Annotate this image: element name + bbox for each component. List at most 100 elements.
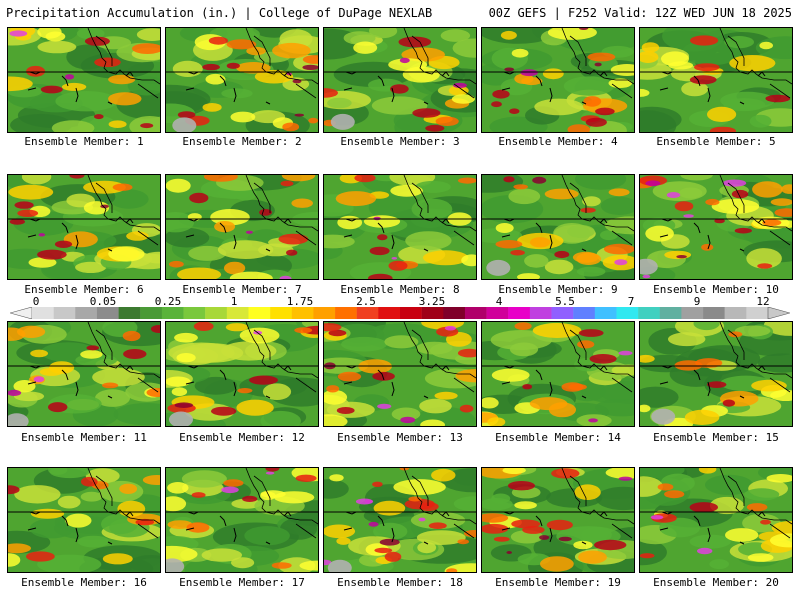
ensemble-member-caption: Ensemble Member: 4 — [498, 135, 618, 148]
legend-swatch — [703, 307, 725, 319]
legend-swatch — [161, 307, 184, 319]
ensemble-map-panel — [323, 174, 477, 280]
legend-tick-label: 9 — [693, 295, 701, 308]
ensemble-member-caption: Ensemble Member: 1 — [24, 135, 144, 148]
precip-field-map — [324, 468, 476, 572]
ensemble-map-panel — [323, 321, 477, 427]
legend-min-arrow — [10, 307, 33, 319]
ensemble-map-panel — [165, 467, 319, 573]
precip-field-map — [166, 468, 318, 572]
ensemble-member-caption: Ensemble Member: 19 — [495, 576, 621, 589]
legend-swatch — [724, 307, 747, 319]
ensemble-map-panel — [7, 27, 161, 133]
ensemble-map-panel — [481, 174, 635, 280]
ensemble-member-caption: Ensemble Member: 8 — [340, 283, 460, 296]
ensemble-member-caption: Ensemble Member: 6 — [24, 283, 144, 296]
legend-swatch — [140, 307, 163, 319]
ensemble-map-panel — [481, 467, 635, 573]
ensemble-map-panel — [639, 27, 793, 133]
ensemble-map-panel — [165, 321, 319, 427]
legend-swatch — [508, 307, 531, 319]
legend-tick-label: 0.25 — [154, 295, 182, 308]
legend-tick-label: 7 — [627, 295, 635, 308]
legend-swatch — [681, 307, 704, 319]
precip-field-map — [482, 175, 634, 279]
legend-tick-label: 12 — [756, 295, 770, 308]
precip-field-map — [8, 28, 160, 132]
ensemble-member-caption: Ensemble Member: 16 — [21, 576, 147, 589]
ensemble-member-caption: Ensemble Member: 14 — [495, 431, 621, 444]
legend-swatch — [96, 307, 119, 319]
legend-swatch — [551, 307, 574, 319]
legend-tick-label: 0.05 — [89, 295, 117, 308]
ensemble-map-panel — [639, 174, 793, 280]
ensemble-map-panel — [481, 321, 635, 427]
legend-swatch — [183, 307, 206, 319]
precip-field-map — [640, 468, 792, 572]
legend-tick-label: 1 — [230, 295, 238, 308]
ensemble-map-panel — [165, 27, 319, 133]
legend-swatch — [638, 307, 660, 319]
ensemble-member-caption: Ensemble Member: 5 — [656, 135, 776, 148]
ensemble-map-panel — [7, 321, 161, 427]
ensemble-member-caption: Ensemble Member: 2 — [182, 135, 302, 148]
ensemble-member-caption: Ensemble Member: 9 — [498, 283, 618, 296]
map-title: Precipitation Accumulation (in.) | Colle… — [6, 6, 433, 20]
ensemble-member-caption: Ensemble Member: 15 — [653, 431, 779, 444]
precip-field-map — [640, 175, 792, 279]
run-info: 00Z GEFS | F252 Valid: 12Z WED JUN 18 20… — [488, 6, 792, 20]
ensemble-map-panel — [481, 27, 635, 133]
ensemble-member-caption: Ensemble Member: 13 — [337, 431, 463, 444]
legend-swatch — [205, 307, 228, 319]
precip-field-map — [8, 322, 160, 426]
precip-field-map — [324, 322, 476, 426]
ensemble-member-caption: Ensemble Member: 3 — [340, 135, 460, 148]
legend-swatch — [75, 307, 98, 319]
ensemble-member-caption: Ensemble Member: 12 — [179, 431, 305, 444]
legend-tick-label: 4 — [495, 295, 503, 308]
precip-field-map — [324, 175, 476, 279]
precip-field-map — [166, 322, 318, 426]
legend-swatch — [659, 307, 682, 319]
ensemble-map-panel — [7, 467, 161, 573]
ensemble-member-caption: Ensemble Member: 10 — [653, 283, 779, 296]
legend-swatch — [464, 307, 487, 319]
legend-swatch — [616, 307, 639, 319]
legend-max-arrow — [767, 307, 790, 319]
precip-field-map — [640, 322, 792, 426]
legend-swatch — [226, 307, 249, 319]
legend-swatch — [594, 307, 617, 319]
legend-swatch — [529, 307, 552, 319]
legend-swatch — [573, 307, 596, 319]
legend-swatch — [118, 307, 141, 319]
legend-swatch — [443, 307, 466, 319]
precip-field-map — [166, 28, 318, 132]
legend-swatch — [378, 307, 401, 319]
ensemble-map-panel — [165, 174, 319, 280]
ensemble-member-caption: Ensemble Member: 7 — [182, 283, 302, 296]
legend-swatch — [53, 307, 76, 319]
legend-swatch — [313, 307, 336, 319]
precip-field-map — [8, 175, 160, 279]
legend-swatch — [335, 307, 357, 319]
ensemble-member-caption: Ensemble Member: 20 — [653, 576, 779, 589]
precip-field-map — [324, 28, 476, 132]
ensemble-member-caption: Ensemble Member: 17 — [179, 576, 305, 589]
legend-swatch — [421, 307, 444, 319]
legend-swatch — [746, 307, 769, 319]
legend-tick-label: 5.5 — [555, 295, 575, 308]
legend-tick-label: 3.25 — [418, 295, 446, 308]
ensemble-map-panel — [7, 174, 161, 280]
color-legend-bar — [10, 307, 790, 319]
legend-tick-label: 1.75 — [286, 295, 314, 308]
legend-swatch — [32, 307, 54, 319]
precip-field-map — [482, 28, 634, 132]
legend-swatch — [486, 307, 509, 319]
precip-field-map — [8, 468, 160, 572]
ensemble-member-caption: Ensemble Member: 11 — [21, 431, 147, 444]
legend-swatch — [291, 307, 314, 319]
legend-swatch — [356, 307, 379, 319]
legend-tick-label: 0 — [32, 295, 40, 308]
legend-swatch — [270, 307, 292, 319]
ensemble-member-caption: Ensemble Member: 18 — [337, 576, 463, 589]
